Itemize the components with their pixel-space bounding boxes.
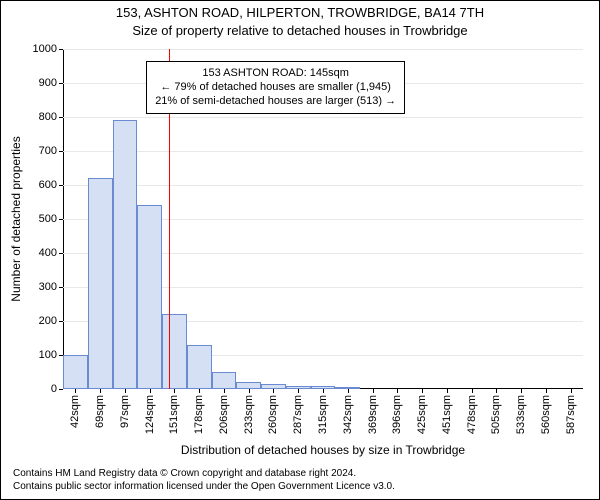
x-axis-title: Distribution of detached houses by size … xyxy=(63,443,583,457)
x-tick-label: 369sqm xyxy=(367,395,379,434)
x-tick-label: 287sqm xyxy=(292,395,304,434)
x-tick-mark xyxy=(75,389,76,393)
histogram-bar xyxy=(63,355,88,389)
footer-line1: Contains HM Land Registry data © Crown c… xyxy=(13,468,395,481)
y-tick-mark xyxy=(59,185,63,186)
x-tick-mark xyxy=(348,389,349,393)
x-tick-mark xyxy=(546,389,547,393)
y-tick-label: 600 xyxy=(39,179,57,191)
y-tick-mark xyxy=(59,83,63,84)
y-tick-mark xyxy=(59,253,63,254)
x-tick-label: 505sqm xyxy=(490,395,502,434)
y-tick-label: 0 xyxy=(51,383,57,395)
y-tick-mark xyxy=(59,321,63,322)
y-axis-title: Number of detached properties xyxy=(9,136,23,301)
y-tick-label: 700 xyxy=(39,145,57,157)
x-tick-label: 124sqm xyxy=(144,395,156,434)
y-tick-label: 300 xyxy=(39,281,57,293)
histogram-bar xyxy=(162,314,187,389)
x-tick-mark xyxy=(571,389,572,393)
grid-line xyxy=(63,151,583,152)
x-tick-label: 69sqm xyxy=(94,395,106,428)
x-tick-label: 178sqm xyxy=(193,395,205,434)
x-tick-label: 342sqm xyxy=(342,395,354,434)
y-tick-mark xyxy=(59,389,63,390)
y-tick-label: 500 xyxy=(39,213,57,225)
x-tick-label: 425sqm xyxy=(416,395,428,434)
x-tick-mark xyxy=(323,389,324,393)
x-tick-mark xyxy=(199,389,200,393)
histogram-bar xyxy=(88,178,113,389)
histogram-bar xyxy=(113,120,138,389)
y-tick-label: 900 xyxy=(39,77,57,89)
histogram-bar xyxy=(236,382,261,389)
x-tick-label: 42sqm xyxy=(69,395,81,428)
chart-container: 153, ASHTON ROAD, HILPERTON, TROWBRIDGE,… xyxy=(0,0,600,500)
x-tick-mark xyxy=(249,389,250,393)
x-tick-mark xyxy=(521,389,522,393)
y-tick-label: 1000 xyxy=(33,43,57,55)
annotation-line1: 153 ASHTON ROAD: 145sqm xyxy=(155,66,396,80)
x-tick-label: 560sqm xyxy=(540,395,552,434)
x-tick-label: 451sqm xyxy=(441,395,453,434)
page-title-line2: Size of property relative to detached ho… xyxy=(1,23,599,38)
x-tick-mark xyxy=(422,389,423,393)
x-tick-mark xyxy=(273,389,274,393)
x-tick-mark xyxy=(496,389,497,393)
x-tick-label: 587sqm xyxy=(565,395,577,434)
annotation-line2: ← 79% of detached houses are smaller (1,… xyxy=(155,80,396,94)
y-tick-label: 800 xyxy=(39,111,57,123)
footer-attribution: Contains HM Land Registry data © Crown c… xyxy=(13,468,395,493)
footer-line2: Contains public sector information licen… xyxy=(13,481,395,494)
grid-line xyxy=(63,49,583,50)
x-tick-mark xyxy=(298,389,299,393)
x-tick-mark xyxy=(472,389,473,393)
x-tick-label: 97sqm xyxy=(119,395,131,428)
x-tick-mark xyxy=(150,389,151,393)
x-tick-mark xyxy=(397,389,398,393)
grid-line xyxy=(63,185,583,186)
grid-line xyxy=(63,117,583,118)
annotation-line3: 21% of semi-detached houses are larger (… xyxy=(155,94,396,108)
x-tick-mark xyxy=(125,389,126,393)
y-tick-mark xyxy=(59,219,63,220)
histogram-bar xyxy=(212,372,237,389)
x-tick-label: 533sqm xyxy=(515,395,527,434)
x-tick-mark xyxy=(447,389,448,393)
y-tick-mark xyxy=(59,287,63,288)
x-tick-label: 396sqm xyxy=(391,395,403,434)
page-title-line1: 153, ASHTON ROAD, HILPERTON, TROWBRIDGE,… xyxy=(1,5,599,20)
histogram-bar xyxy=(187,345,212,389)
y-tick-mark xyxy=(59,151,63,152)
x-tick-label: 233sqm xyxy=(243,395,255,434)
x-tick-mark xyxy=(373,389,374,393)
y-tick-label: 400 xyxy=(39,247,57,259)
x-tick-mark xyxy=(100,389,101,393)
y-tick-mark xyxy=(59,117,63,118)
y-tick-mark xyxy=(59,49,63,50)
x-tick-label: 260sqm xyxy=(267,395,279,434)
x-tick-mark xyxy=(224,389,225,393)
x-tick-label: 315sqm xyxy=(317,395,329,434)
plot-area: 0100200300400500600700800900100042sqm69s… xyxy=(63,49,583,389)
x-tick-label: 206sqm xyxy=(218,395,230,434)
y-tick-label: 200 xyxy=(39,315,57,327)
x-tick-label: 478sqm xyxy=(466,395,478,434)
annotation-box: 153 ASHTON ROAD: 145sqm← 79% of detached… xyxy=(146,61,405,114)
x-tick-mark xyxy=(174,389,175,393)
y-axis-title-wrap: Number of detached properties xyxy=(9,49,23,389)
x-tick-label: 151sqm xyxy=(168,395,180,434)
y-tick-label: 100 xyxy=(39,349,57,361)
histogram-bar xyxy=(137,205,162,389)
